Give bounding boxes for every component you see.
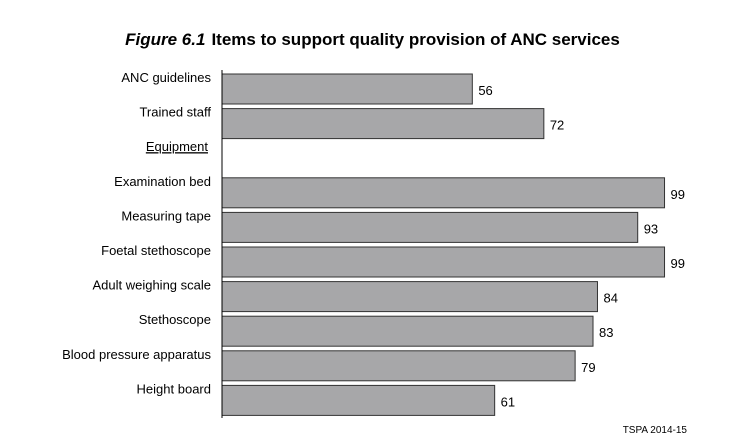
category-labels-group: ANC guidelines Trained staff Equipment Exam… [62, 70, 211, 396]
bar-measuring-tape [221, 211, 639, 243]
category-label-foetal-stethoscope: Foetal stethoscope [101, 243, 211, 258]
value-label-stethoscope: 83 [599, 325, 613, 340]
bar-blood-pressure-apparatus [221, 350, 576, 382]
bar-trained-staff [221, 108, 545, 140]
value-label-blood-pressure-apparatus: 79 [581, 360, 595, 375]
figure-number: Figure 6.1 [125, 30, 206, 49]
value-label-trained-staff: 72 [550, 118, 564, 133]
category-label-anc-guidelines: ANC guidelines [121, 70, 211, 85]
category-label-examination-bed: Examination bed [114, 174, 211, 189]
value-label-examination-bed: 99 [671, 187, 685, 202]
bar-anc-guidelines [221, 73, 473, 105]
bars-group [221, 73, 666, 416]
value-label-foetal-stethoscope: 99 [671, 256, 685, 271]
value-labels-group: 56 72 99 93 99 84 83 79 61 [478, 83, 685, 409]
bar-height-board [221, 384, 496, 416]
bar-adult-weighing-scale [221, 281, 598, 313]
category-label-blood-pressure-apparatus: Blood pressure apparatus [62, 347, 211, 362]
bar-examination-bed [221, 177, 666, 209]
value-label-adult-weighing-scale: 84 [603, 291, 617, 306]
figure-title: Items to support quality provision of AN… [211, 30, 620, 49]
value-label-anc-guidelines: 56 [478, 83, 492, 98]
source-note: TSPA 2014-15 [622, 425, 687, 436]
category-label-adult-weighing-scale: Adult weighing scale [92, 278, 211, 293]
category-label-equipment: Equipment [146, 139, 209, 154]
value-label-measuring-tape: 93 [644, 221, 658, 236]
bar-stethoscope [221, 315, 594, 347]
value-label-height-board: 61 [501, 394, 515, 409]
category-label-height-board: Height board [137, 381, 211, 396]
category-label-measuring-tape: Measuring tape [121, 208, 211, 223]
category-label-stethoscope: Stethoscope [139, 312, 211, 327]
chart-title: Figure 6.1 Items to support quality provi… [0, 30, 745, 50]
bar-foetal-stethoscope [221, 246, 666, 278]
category-label-trained-staff: Trained staff [139, 105, 211, 120]
